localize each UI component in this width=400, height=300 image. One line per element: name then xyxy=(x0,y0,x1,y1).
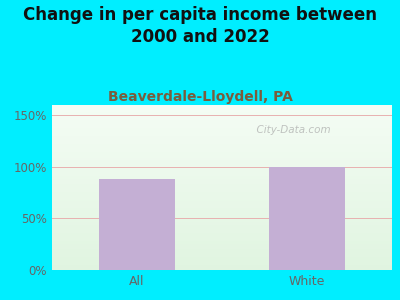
Bar xyxy=(269,167,345,270)
Bar xyxy=(99,179,175,270)
Text: City-Data.com: City-Data.com xyxy=(250,125,330,135)
Text: Beaverdale-Lloydell, PA: Beaverdale-Lloydell, PA xyxy=(108,90,292,104)
Text: Change in per capita income between
2000 and 2022: Change in per capita income between 2000… xyxy=(23,6,377,46)
